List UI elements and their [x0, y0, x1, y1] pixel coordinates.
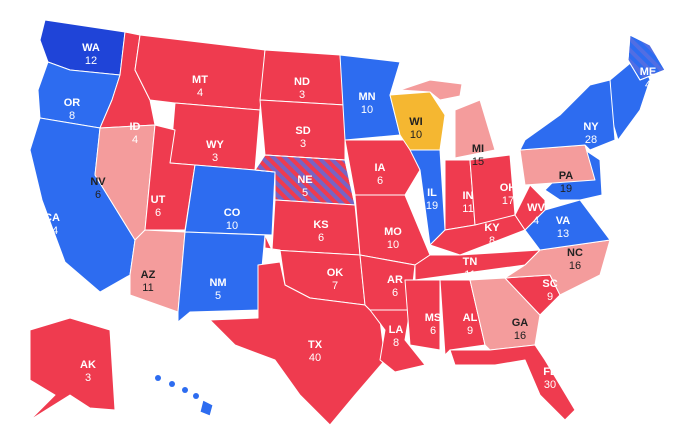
state-shape [404, 279, 441, 351]
state-votes: 10 [387, 239, 399, 251]
state-abbr: VA [556, 215, 571, 227]
state-votes: 19 [426, 200, 438, 212]
state-shape [184, 164, 276, 236]
state-votes: 10 [226, 220, 238, 232]
state-abbr: FL [543, 366, 557, 378]
state-abbr: NY [583, 121, 599, 133]
state-abbr: IL [427, 187, 437, 199]
state-abbr: UT [151, 194, 166, 206]
state-votes: 6 [95, 189, 101, 201]
state-votes: 28 [585, 134, 597, 146]
state-abbr: SC [542, 278, 557, 290]
state-shape [519, 144, 596, 186]
state-shape [454, 99, 496, 159]
state-votes: 11 [142, 282, 153, 294]
state-abbr: TN [463, 256, 478, 268]
state-abbr: NC [567, 247, 583, 259]
state-abbr: AK [80, 359, 96, 371]
state-abbr: OH [500, 182, 517, 194]
state-votes: 9 [467, 325, 473, 337]
state-abbr: WV [527, 202, 545, 214]
states [29, 19, 666, 426]
state-votes: 4 [197, 87, 203, 99]
state-votes: 5 [215, 290, 221, 302]
state-votes: 4 [533, 215, 539, 227]
state-votes: 30 [544, 379, 556, 391]
state-votes: 16 [569, 260, 581, 272]
state-votes: 8 [69, 110, 75, 122]
state-votes: 6 [377, 175, 383, 187]
state-votes: 54 [46, 225, 58, 237]
state-abbr: PA [559, 170, 574, 182]
state-abbr: OK [327, 267, 344, 279]
state-abbr: WI [409, 116, 422, 128]
state-votes: 3 [299, 89, 305, 101]
state-abbr: NM [209, 277, 226, 289]
labels: WA12OR8CA54ID4NV6MT4WY3UT6AZ11CO10NM5ND3… [44, 42, 656, 391]
state-votes: 8 [489, 235, 495, 247]
state-votes: 6 [318, 232, 324, 244]
state-abbr: SD [295, 125, 310, 137]
state-abbr: MI [472, 143, 484, 155]
state-abbr: NV [90, 176, 106, 188]
state-votes: 3 [85, 372, 91, 384]
state-abbr: AR [387, 274, 403, 286]
state-votes: 10 [410, 129, 422, 141]
state-abbr: ID [130, 121, 141, 133]
state-abbr: MO [384, 226, 402, 238]
state-abbr: LA [389, 324, 404, 336]
state-shape [449, 344, 576, 421]
state-votes: 11 [462, 203, 473, 215]
state-shape [514, 184, 546, 231]
state-abbr: IN [463, 190, 474, 202]
state-hatch [627, 34, 666, 81]
state-abbr: KS [313, 219, 328, 231]
state-abbr: AL [463, 312, 478, 324]
state-abbr: IA [375, 162, 386, 174]
state-abbr: OR [64, 97, 81, 109]
state-abbr: MS [425, 312, 442, 324]
state-shape [29, 317, 116, 421]
state-votes: 5 [302, 187, 308, 199]
state-abbr: CA [44, 212, 60, 224]
state-shape [209, 261, 386, 426]
state-abbr: ND [294, 76, 310, 88]
state-abbr: WA [82, 42, 100, 54]
state-votes: 11 [464, 269, 475, 281]
state-votes: 9 [547, 291, 553, 303]
state-abbr: WY [206, 139, 224, 151]
state-votes: 3 [300, 138, 306, 150]
state-abbr: MN [358, 91, 375, 103]
state-abbr: KY [484, 222, 500, 234]
state-votes: 4 [132, 134, 138, 146]
state-abbr: MT [192, 74, 208, 86]
state-votes: 8 [393, 337, 399, 349]
state-votes: 3 [212, 152, 218, 164]
state-abbr: NE [297, 174, 312, 186]
state-abbr: ME [640, 66, 657, 78]
state-votes: 6 [155, 207, 161, 219]
state-votes: 6 [392, 287, 398, 299]
state-votes: 13 [557, 228, 569, 240]
state-shape [344, 139, 421, 196]
state-abbr: GA [512, 317, 529, 329]
state-votes: 19 [560, 183, 572, 195]
state-abbr: CO [224, 207, 241, 219]
state-votes: 7 [332, 280, 338, 292]
state-votes: 15 [472, 156, 484, 168]
state-votes: 40 [309, 352, 321, 364]
state-abbr: TX [308, 339, 323, 351]
hawaii [155, 375, 214, 417]
state-votes: 12 [85, 55, 97, 67]
state-votes: 4 [645, 79, 651, 91]
state-votes: 6 [430, 325, 436, 337]
state-shape [439, 279, 486, 356]
state-votes: 10 [361, 104, 373, 116]
state-votes: 17 [502, 195, 514, 207]
state-votes: 16 [514, 330, 526, 342]
state-abbr: AZ [141, 269, 156, 281]
state-shape [519, 79, 616, 151]
